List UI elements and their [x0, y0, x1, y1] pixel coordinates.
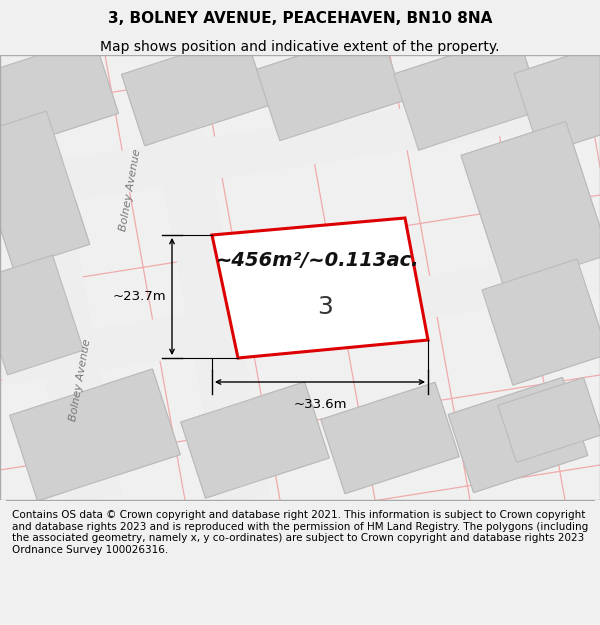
Polygon shape	[0, 50, 122, 505]
Polygon shape	[122, 34, 268, 146]
Polygon shape	[181, 382, 329, 498]
Polygon shape	[0, 38, 118, 162]
Polygon shape	[140, 51, 269, 504]
Polygon shape	[0, 255, 83, 375]
Polygon shape	[0, 111, 89, 269]
Text: 3: 3	[317, 295, 333, 319]
Polygon shape	[0, 38, 118, 162]
Polygon shape	[0, 79, 600, 211]
Polygon shape	[461, 121, 600, 289]
Polygon shape	[321, 382, 459, 494]
Polygon shape	[0, 249, 600, 386]
Polygon shape	[498, 378, 600, 462]
Polygon shape	[0, 249, 600, 386]
Polygon shape	[498, 378, 600, 462]
Polygon shape	[321, 382, 459, 494]
Polygon shape	[140, 51, 269, 504]
Text: Map shows position and indicative extent of the property.: Map shows position and indicative extent…	[100, 39, 500, 54]
Polygon shape	[0, 79, 600, 211]
Polygon shape	[448, 378, 588, 492]
Polygon shape	[122, 34, 268, 146]
Polygon shape	[394, 34, 542, 150]
Text: Contains OS data © Crown copyright and database right 2021. This information is : Contains OS data © Crown copyright and d…	[12, 510, 588, 555]
Polygon shape	[394, 34, 542, 150]
Polygon shape	[514, 46, 600, 154]
Text: Bolney Avenue: Bolney Avenue	[118, 148, 142, 232]
Text: Bolney Avenue: Bolney Avenue	[68, 338, 92, 422]
Polygon shape	[514, 46, 600, 154]
Text: ~23.7m: ~23.7m	[112, 290, 166, 303]
Polygon shape	[448, 378, 588, 492]
Polygon shape	[0, 255, 83, 375]
Polygon shape	[482, 259, 600, 385]
Polygon shape	[212, 218, 428, 358]
Polygon shape	[482, 259, 600, 385]
Polygon shape	[10, 369, 180, 501]
Polygon shape	[10, 369, 180, 501]
Text: ~33.6m: ~33.6m	[293, 398, 347, 411]
Polygon shape	[0, 111, 89, 269]
Text: 3, BOLNEY AVENUE, PEACEHAVEN, BN10 8NA: 3, BOLNEY AVENUE, PEACEHAVEN, BN10 8NA	[108, 11, 492, 26]
Polygon shape	[257, 29, 403, 141]
Text: ~456m²/~0.113ac.: ~456m²/~0.113ac.	[216, 251, 420, 269]
Polygon shape	[461, 121, 600, 289]
Polygon shape	[0, 50, 122, 505]
Polygon shape	[257, 29, 403, 141]
Polygon shape	[181, 382, 329, 498]
